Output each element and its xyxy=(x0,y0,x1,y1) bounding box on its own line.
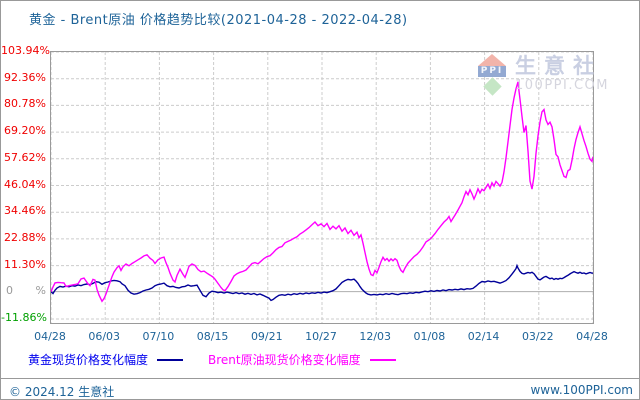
logo-ppi-badge: PPI xyxy=(478,66,506,77)
legend-line-brent xyxy=(369,358,396,361)
legend-label-brent: Brent原油现货价格变化幅度 xyxy=(208,353,361,367)
x-tick-label: 10/27 xyxy=(305,330,337,343)
x-tick-label: 06/03 xyxy=(88,330,121,343)
y-tick-label: -11.86% xyxy=(1,311,47,324)
watermark-brand: 生意社 xyxy=(515,54,602,78)
x-tick-label: 08/15 xyxy=(196,330,229,343)
y-tick-label: 22.88% xyxy=(4,230,46,244)
y-tick-label: 34.46% xyxy=(4,204,46,218)
x-tick-label: 04/28 xyxy=(576,330,608,343)
logo-diamond-icon xyxy=(482,77,502,96)
footer-site-link[interactable]: www.100PPI.com xyxy=(530,383,633,397)
footer-copyright: © 2024.12 生意社 xyxy=(9,385,115,399)
y-tick-label: 11.30% xyxy=(4,257,46,271)
footer-divider xyxy=(1,378,639,379)
x-tick-label: 09/21 xyxy=(250,330,283,343)
x-tick-label: 03/22 xyxy=(521,330,554,343)
legend-label-gold: 黄金现货价格变化幅度 xyxy=(28,353,149,367)
legend: 黄金现货价格变化幅度 Brent原油现货价格变化幅度 xyxy=(28,351,396,368)
y-tick-label: 103.94% xyxy=(1,44,50,57)
footer: © 2024.12 生意社 www.100PPI.com xyxy=(1,381,639,399)
logo-roof-icon xyxy=(478,54,506,66)
brent-series-line xyxy=(51,81,593,303)
y-tick-label: 92.36% xyxy=(4,70,46,84)
y-tick-label: 46.04% xyxy=(4,177,46,191)
legend-line-gold xyxy=(157,358,184,361)
y-tick-label: 57.62% xyxy=(4,150,46,164)
x-tick-label: 12/03 xyxy=(359,330,392,343)
y-tick-label: 80.78% xyxy=(4,97,46,111)
plot-area: PPI 生意社 100PPI.COM xyxy=(50,51,607,324)
chart-canvas xyxy=(51,52,593,323)
x-tick-label: 02/14 xyxy=(467,330,500,343)
y-tick-label: 0% xyxy=(6,283,46,297)
watermark: PPI 生意社 100PPI.COM xyxy=(477,54,609,96)
watermark-text: 生意社 100PPI.COM xyxy=(515,54,609,93)
x-tick-label: 01/08 xyxy=(413,330,446,343)
sunsirs-logo-icon: PPI xyxy=(477,54,507,96)
x-tick-label: 07/10 xyxy=(142,330,175,343)
x-tick-label: 04/28 xyxy=(34,330,66,343)
watermark-site: 100PPI.COM xyxy=(515,78,609,93)
gold-series-line xyxy=(51,263,593,302)
y-tick-label: 69.20% xyxy=(4,124,46,138)
page-title: 黄金 - Brent原油 价格趋势比较(2021-04-28 - 2022-04… xyxy=(29,13,408,28)
